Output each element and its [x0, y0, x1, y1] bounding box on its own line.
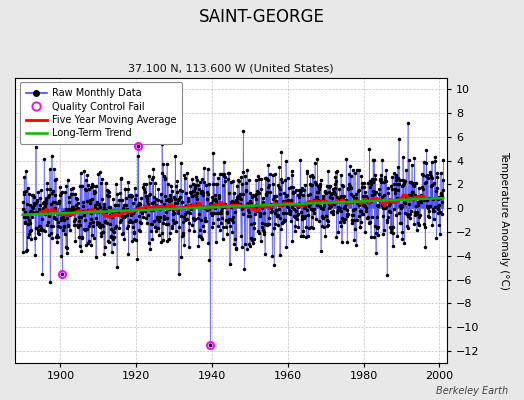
Text: SAINT-GEORGE: SAINT-GEORGE: [199, 8, 325, 26]
Legend: Raw Monthly Data, Quality Control Fail, Five Year Moving Average, Long-Term Tren: Raw Monthly Data, Quality Control Fail, …: [20, 82, 182, 144]
Y-axis label: Temperature Anomaly (°C): Temperature Anomaly (°C): [499, 151, 509, 290]
Text: Berkeley Earth: Berkeley Earth: [436, 386, 508, 396]
Title: 37.100 N, 113.600 W (United States): 37.100 N, 113.600 W (United States): [128, 64, 334, 74]
